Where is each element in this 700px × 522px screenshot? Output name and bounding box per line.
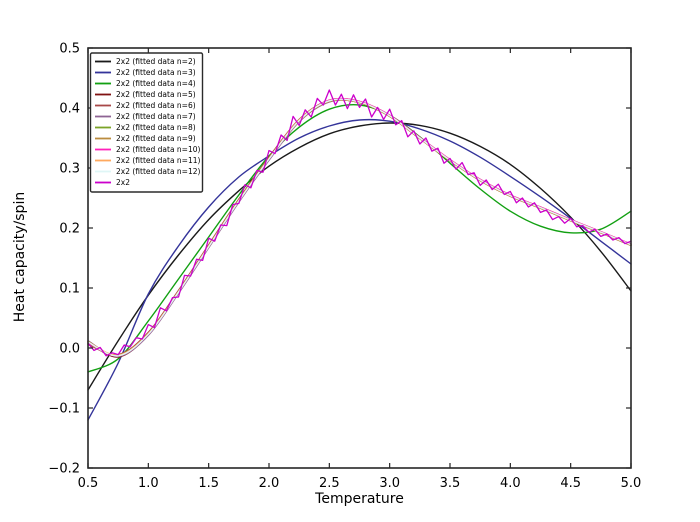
legend: 2x2 (fitted data n=2) 2x2 (fitted data n=… (89, 52, 204, 193)
y-tick-label: −0.1 (48, 402, 80, 417)
legend-item: 2x2 (fitted data n=5) (95, 90, 196, 99)
series-line (87, 89, 632, 357)
legend-item: 2x2 (fitted data n=11) (95, 156, 201, 165)
legend-item: 2x2 (fitted data n=9) (95, 134, 196, 143)
y-tick-label: 0.4 (59, 102, 80, 117)
y-tick-label: 0.1 (59, 282, 80, 297)
legend-item: 2x2 (fitted data n=3) (95, 68, 196, 77)
series-line (87, 118, 632, 421)
legend-label: 2x2 (fitted data n=9) (116, 134, 196, 143)
legend-label: 2x2 (fitted data n=10) (116, 145, 201, 154)
x-tick-label: 0.5 (78, 476, 99, 491)
series-line (87, 98, 632, 357)
x-tick-label: 2.0 (259, 476, 280, 491)
legend-box (89, 52, 204, 193)
y-tick-label: 0.5 (59, 42, 80, 57)
x-tick-label: 3.5 (440, 476, 461, 491)
x-tick-label: 4.5 (560, 476, 581, 491)
legend-label: 2x2 (fitted data n=4) (116, 79, 196, 88)
y-tick-label: −0.2 (48, 462, 80, 477)
legend-item: 2x2 (95, 178, 130, 187)
legend-label: 2x2 (fitted data n=2) (116, 57, 196, 66)
x-tick-label: 4.0 (500, 476, 521, 491)
series-line (87, 122, 632, 391)
legend-item: 2x2 (fitted data n=8) (95, 123, 196, 132)
legend-item: 2x2 (fitted data n=6) (95, 101, 196, 110)
plot-series (87, 89, 632, 421)
x-tick-label: 1.0 (138, 476, 159, 491)
x-axis-label: Temperature (315, 491, 404, 507)
legend-label: 2x2 (fitted data n=5) (116, 90, 196, 99)
legend-label: 2x2 (fitted data n=3) (116, 68, 196, 77)
legend-item: 2x2 (fitted data n=4) (95, 79, 196, 88)
axis-ticks: 0.5 1.0 1.5 2.0 2.5 3.0 3.5 4.0 4.5 5.0 −0.2 −0.1 0.… (48, 42, 641, 492)
legend-item: 2x2 (fitted data n=2) (95, 57, 196, 66)
series-line (87, 104, 632, 373)
x-tick-label: 1.5 (198, 476, 219, 491)
y-tick-label: 0.2 (59, 222, 80, 237)
y-tick-label: 0.3 (59, 162, 80, 177)
legend-label: 2x2 (fitted data n=11) (116, 156, 201, 165)
legend-item: 2x2 (fitted data n=12) (95, 167, 201, 176)
x-tick-label: 3.0 (379, 476, 400, 491)
y-axis-label: Heat capacity/spin (12, 191, 28, 323)
legend-item: 2x2 (fitted data n=7) (95, 112, 196, 121)
y-tick-label: 0.0 (59, 342, 80, 357)
x-tick-label: 5.0 (621, 476, 642, 491)
legend-label: 2x2 (fitted data n=12) (116, 167, 201, 176)
legend-label: 2x2 (fitted data n=6) (116, 101, 196, 110)
legend-label: 2x2 (fitted data n=7) (116, 112, 196, 121)
legend-label: 2x2 (fitted data n=8) (116, 123, 196, 132)
plot-frame (87, 47, 632, 469)
x-tick-label: 2.5 (319, 476, 340, 491)
legend-item: 2x2 (fitted data n=10) (95, 145, 201, 154)
legend-label: 2x2 (116, 178, 130, 187)
